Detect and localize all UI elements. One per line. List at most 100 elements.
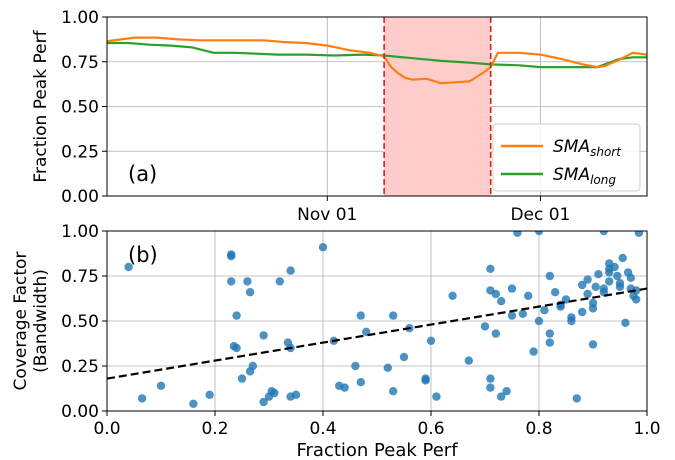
scatter-point <box>286 266 295 275</box>
scatter-point <box>227 250 236 259</box>
scatter-point <box>613 271 622 281</box>
scatter-point <box>237 374 247 383</box>
y-tick-label: 1.00 <box>61 8 99 28</box>
scatter-point <box>545 338 554 347</box>
scatter-point <box>618 253 627 263</box>
scatter-point <box>340 383 349 392</box>
scatter-point <box>426 336 436 345</box>
scatter-point <box>567 316 576 326</box>
scatter-point <box>156 381 166 390</box>
scatter-point <box>545 329 554 338</box>
scatter-point <box>486 264 495 273</box>
scatter-point <box>362 327 371 336</box>
y-tick-label: 0.50 <box>61 312 99 332</box>
scatter-point <box>626 273 635 282</box>
scatter-point <box>583 275 592 284</box>
x-tick-label: Dec 01 <box>510 205 570 225</box>
scatter-point <box>421 374 430 383</box>
scatter-point <box>259 331 268 340</box>
scatter-point <box>591 282 600 291</box>
scatter-point <box>605 277 614 286</box>
panel-label: (b) <box>128 243 158 267</box>
scatter-point <box>632 286 641 295</box>
scatter-point <box>189 399 198 408</box>
scatter-point <box>275 277 284 286</box>
scatter-point <box>507 311 517 320</box>
highlight-region <box>384 17 491 196</box>
scatter-point <box>389 311 398 320</box>
scatter-point <box>578 307 587 317</box>
y-tick-label: 0.00 <box>61 187 99 207</box>
x-axis-label: Fraction Peak Perf <box>296 440 458 460</box>
scatter-point <box>318 243 328 252</box>
scatter-point <box>588 340 598 349</box>
scatter-point <box>556 302 565 311</box>
scatter-point <box>518 309 527 318</box>
scatter-point <box>507 284 517 293</box>
y-tick-label: 1.00 <box>61 222 99 242</box>
scatter-point <box>356 311 365 320</box>
scatter-point <box>572 394 581 403</box>
x-tick-label: 1.0 <box>633 419 660 439</box>
scatter-point <box>245 288 255 297</box>
scatter-point <box>399 352 409 362</box>
y-axis-label-line1: Coverage Factor <box>11 252 31 391</box>
y-tick-label: 0.25 <box>61 357 99 377</box>
scatter-point <box>605 268 614 277</box>
scatter-point <box>610 262 619 272</box>
scatter-point <box>356 378 365 387</box>
scatter-point <box>486 374 495 383</box>
scatter-point <box>594 270 603 279</box>
panel-label: (a) <box>128 162 157 186</box>
scatter-point <box>513 231 522 237</box>
y-tick-label: 0.75 <box>61 267 99 287</box>
scatter-point <box>534 231 544 236</box>
scatter-point <box>486 383 495 392</box>
legend-label-subscript: long <box>590 173 616 187</box>
x-tick-label: 0.8 <box>525 419 552 439</box>
scatter-point <box>243 277 252 286</box>
scatter-point <box>529 347 538 356</box>
scatter-point <box>578 280 587 290</box>
scatter-point <box>270 388 279 398</box>
scatter-point <box>389 387 398 396</box>
scatter-point <box>432 392 441 401</box>
scatter-point <box>491 329 500 338</box>
scatter-point <box>137 394 147 403</box>
scatter-point <box>497 297 506 306</box>
scatter-point <box>205 390 214 399</box>
scatter-point <box>621 318 630 327</box>
x-tick-label: 0.4 <box>309 419 336 439</box>
y-axis-label: Fraction Peak Perf <box>31 29 51 182</box>
scatter-point <box>588 298 598 308</box>
y-tick-label: 0.75 <box>61 53 99 73</box>
scatter-point <box>124 262 133 272</box>
y-axis-label-line2: (Bandwidth) <box>31 269 51 373</box>
series-line-sma-long <box>107 41 647 69</box>
scatter-point <box>583 289 592 299</box>
legend-label-subscript: short <box>590 145 622 159</box>
scatter-point <box>524 291 533 300</box>
legend-label-sma-long: SMAlong <box>553 165 616 187</box>
scatter-point <box>259 397 268 407</box>
scatter-point <box>599 231 608 236</box>
scatter-point <box>464 356 473 365</box>
x-tick-label: Nov 01 <box>297 205 357 225</box>
scatter-point <box>480 322 490 331</box>
x-tick-label: 0.0 <box>93 419 120 439</box>
y-tick-label: 0.25 <box>61 142 99 162</box>
scatter-point <box>540 306 549 315</box>
scatter-point <box>534 316 544 326</box>
scatter-point <box>545 271 554 281</box>
scatter-point <box>551 288 560 297</box>
legend-label-main: SMA <box>553 137 590 157</box>
series-line-sma-short <box>107 36 647 85</box>
scatter-point <box>497 392 506 401</box>
scatter-point <box>351 361 360 371</box>
legend-label-sma-short: SMAshort <box>553 137 622 159</box>
scatter-point <box>232 343 241 353</box>
scatter-point <box>615 282 625 291</box>
panel-b-scatter-chart: 0.00 0.25 0.50 0.75 1.00 0.0 0.2 0.4 0.6 0.8 1.0 Fr… <box>11 222 661 460</box>
y-tick-label: 0.00 <box>61 402 99 422</box>
